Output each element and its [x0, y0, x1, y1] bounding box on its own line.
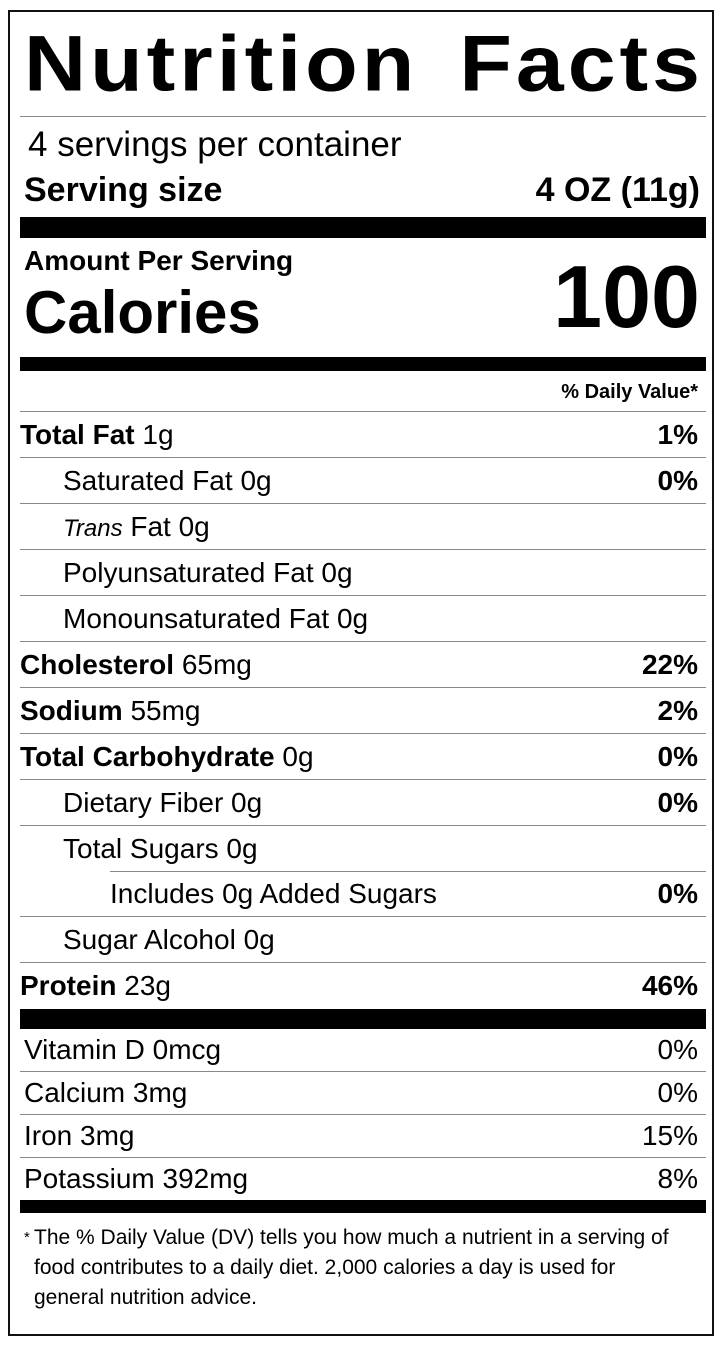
nutrient-row: Monounsaturated Fat 0g: [20, 595, 706, 641]
nutrient-row: Cholesterol 65mg 22%: [20, 641, 706, 687]
nutrient-label: Polyunsaturated Fat: [63, 556, 314, 588]
nutrient-amount: 1g: [142, 418, 174, 450]
nutrient-amount: 23g: [124, 969, 171, 1001]
nutrient-label: Protein: [20, 969, 117, 1001]
calories-label: Calories: [24, 279, 261, 346]
nutrient-row: Trans Fat 0g: [20, 503, 706, 549]
nutrient-amount: 0g: [178, 510, 210, 542]
nutrient-row: Sugar Alcohol 0g: [20, 916, 706, 962]
nutrient-name: Dietary Fiber 0g: [63, 787, 262, 819]
nutrient-daily-value: 1%: [657, 418, 698, 450]
nutrient-amount: 0g: [336, 602, 369, 634]
nutrient-label: Cholesterol: [20, 648, 175, 680]
vitamin-row: Iron 3mg 15%: [20, 1114, 706, 1157]
nutrient-amount: 0g: [240, 464, 272, 496]
footnote-asterisk: *: [24, 1229, 30, 1246]
vitamin-name: Calcium 3mg: [24, 1077, 188, 1108]
vitamin-daily-value: 8%: [657, 1163, 698, 1194]
nutrient-row: Total Sugars 0g: [20, 825, 706, 871]
vitamin-name: Iron 3mg: [24, 1120, 135, 1151]
vitamin-list: Vitamin D 0mcg 0% Calcium 3mg 0% Iron 3mg 15%…: [20, 1029, 706, 1200]
nutrient-daily-value: 0%: [657, 786, 698, 818]
divider: [20, 116, 706, 117]
nutrient-list: Total Fat 1g 1% Saturated Fat 0g 0% Trans Fa…: [20, 411, 706, 1008]
nutrient-name: Total Fat 1g: [20, 419, 174, 451]
serving-size-value: 4 OZ (11g): [535, 171, 700, 209]
amount-per-serving: Amount Per Serving: [24, 245, 294, 276]
vitamin-row: Calcium 3mg 0%: [20, 1071, 706, 1114]
vitamin-daily-value: 0%: [657, 1077, 698, 1108]
nutrient-name: Cholesterol 65mg: [20, 649, 252, 681]
nutrient-label-suffix: Fat: [130, 510, 171, 542]
nutrient-label: Monounsaturated Fat: [63, 602, 330, 634]
vitamin-row: Potassium 392mg 8%: [20, 1157, 706, 1200]
nutrient-label: Sodium: [20, 694, 123, 726]
nutrient-name: Sugar Alcohol 0g: [63, 924, 275, 956]
nutrient-daily-value: 46%: [641, 969, 698, 1001]
nutrient-amount: 0g: [243, 923, 275, 955]
nutrient-name: Sodium 55mg: [20, 695, 201, 727]
nutrient-amount: 55mg: [130, 694, 201, 726]
daily-value-header: % Daily Value*: [561, 381, 698, 403]
footnote-text: The % Daily Value (DV) tells you how muc…: [34, 1226, 669, 1309]
nutrient-row: Total Fat 1g 1%: [20, 411, 706, 457]
nutrient-label: Sugar Alcohol: [63, 923, 236, 955]
serving-size-label: Serving size: [24, 171, 223, 209]
thick-divider: [20, 217, 706, 238]
vitamin-name: Potassium 392mg: [24, 1163, 249, 1194]
title-word-nutrition: Nutrition: [24, 19, 419, 109]
title-word-facts: Facts: [459, 19, 704, 109]
calories-section: Amount Per Serving Calories 100: [20, 238, 706, 357]
nutrient-name: Trans Fat 0g: [63, 511, 210, 543]
nutrient-name: Saturated Fat 0g: [63, 465, 272, 497]
nutrient-amount: 65mg: [181, 648, 252, 680]
vitamin-daily-value: 15%: [641, 1120, 698, 1151]
footnote: * The % Daily Value (DV) tells you how m…: [20, 1213, 706, 1313]
nutrient-label: Total Fat: [20, 418, 135, 450]
nutrient-row: Dietary Fiber 0g 0%: [20, 779, 706, 825]
nutrient-amount: 0g: [231, 786, 263, 818]
nutrient-row: Polyunsaturated Fat 0g: [20, 549, 706, 595]
nutrient-label: Dietary Fiber: [63, 786, 224, 818]
nutrient-row: Sodium 55mg 2%: [20, 687, 706, 733]
nutrient-name: Total Sugars 0g: [63, 833, 258, 865]
vitamin-name: Vitamin D 0mcg: [24, 1034, 222, 1065]
nutrient-label: Trans: [63, 514, 123, 542]
nutrient-daily-value: 2%: [657, 694, 698, 726]
vitamin-daily-value: 0%: [657, 1034, 698, 1065]
label-title: Nutrition Facts: [20, 16, 706, 112]
nutrient-name: Polyunsaturated Fat 0g: [63, 557, 353, 589]
thick-divider: [20, 1200, 706, 1213]
calories-left-column: Amount Per Serving Calories: [24, 238, 293, 357]
servings-per-container: 4 servings per container: [28, 125, 402, 164]
thick-divider: [20, 1009, 706, 1029]
nutrient-daily-value: 22%: [641, 648, 698, 680]
nutrient-row: Includes 0g Added Sugars 0%: [20, 871, 706, 916]
nutrient-label: Includes 0g Added Sugars: [110, 877, 437, 909]
nutrient-amount: 0g: [321, 556, 353, 588]
nutrient-amount: 0g: [226, 832, 258, 864]
nutrient-row: Total Carbohydrate 0g 0%: [20, 733, 706, 779]
nutrient-name: Total Carbohydrate 0g: [20, 741, 314, 773]
nutrient-name: Protein 23g: [20, 970, 171, 1002]
nutrient-daily-value: 0%: [657, 877, 698, 909]
nutrient-label: Total Carbohydrate: [20, 740, 275, 772]
nutrient-name: Monounsaturated Fat 0g: [63, 603, 368, 635]
nutrient-name: Includes 0g Added Sugars: [110, 878, 437, 910]
nutrient-daily-value: 0%: [657, 740, 698, 772]
calories-value: 100: [553, 247, 700, 346]
nutrition-facts-label: Nutrition Facts 4 servings per container…: [8, 10, 714, 1336]
nutrient-row: Saturated Fat 0g 0%: [20, 457, 706, 503]
nutrient-amount: 0g: [282, 740, 314, 772]
thick-divider: [20, 357, 706, 371]
nutrient-label: Total Sugars: [63, 832, 219, 864]
serving-size-row: Serving size 4 OZ (11g): [20, 167, 706, 217]
vitamin-row: Vitamin D 0mcg 0%: [20, 1029, 706, 1071]
nutrient-label: Saturated Fat: [63, 464, 233, 496]
nutrient-daily-value: 0%: [657, 464, 698, 496]
nutrient-row: Protein 23g 46%: [20, 962, 706, 1008]
